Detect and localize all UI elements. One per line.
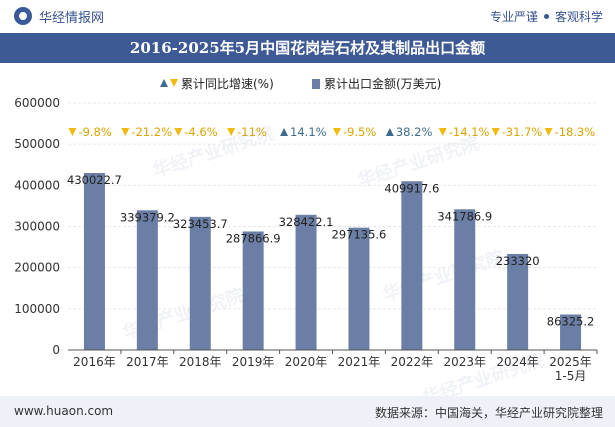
- x-tick-label: 2021年: [338, 355, 381, 369]
- y-tick-label: 100000: [14, 302, 60, 316]
- bar: [136, 210, 158, 350]
- growth-down-triangle-icon: [68, 128, 77, 136]
- legend-label-amount: 累计出口金额(万美元): [324, 76, 441, 91]
- legend-label-growth: 累计同比增速(%): [181, 77, 274, 91]
- footer-source: 数据来源：中国海关，华经产业研究院整理: [374, 406, 603, 420]
- footer-site-link[interactable]: www.huaon.com: [14, 404, 114, 418]
- bar-data-label: 297135.6: [332, 228, 387, 242]
- bar: [242, 231, 264, 350]
- bar: [507, 253, 529, 350]
- growth-down-triangle-icon: [332, 128, 341, 136]
- y-tick-label: 500000: [14, 137, 60, 151]
- x-tick-label: 2020年: [285, 355, 328, 369]
- x-tick-label: 2017年: [126, 355, 169, 369]
- bullet-dot-icon: [543, 14, 549, 19]
- bar-data-label: 328422.1: [279, 215, 334, 229]
- bar: [401, 181, 423, 350]
- growth-rate-label: -31.7%: [502, 125, 543, 139]
- footer: www.huaon.com 数据来源：中国海关，华经产业研究院整理: [0, 396, 615, 427]
- bar: [189, 216, 211, 350]
- bar-data-label: 341786.9: [437, 209, 492, 223]
- slogan-right: 客观科学: [554, 10, 603, 24]
- y-tick-label: 400000: [14, 178, 60, 192]
- title-bar: 2016-2025年5月中国花岗岩石材及其制品出口金额: [0, 33, 615, 63]
- x-tick-label: 1-5月: [555, 369, 587, 383]
- bar: [295, 214, 317, 350]
- slogan: 专业严谨 客观科学: [490, 8, 603, 25]
- growth-down-triangle-icon: [491, 128, 500, 136]
- x-tick-label: 2019年: [232, 355, 275, 369]
- growth-up-triangle-icon: [280, 128, 289, 136]
- y-tick-label: 300000: [14, 220, 60, 234]
- growth-rate-label: -18.3%: [555, 125, 596, 139]
- x-tick-label: 2024年: [496, 355, 539, 369]
- growth-rate-label: -4.6%: [184, 125, 217, 139]
- brand-name: 华经情报网: [39, 10, 105, 26]
- growth-rate-label: -21.2%: [131, 125, 172, 139]
- brand[interactable]: 华经情报网: [14, 7, 105, 26]
- bar: [560, 314, 582, 350]
- slogan-left: 专业严谨: [489, 10, 538, 24]
- y-tick-label: 200000: [14, 261, 60, 275]
- brand-logo-icon: [14, 7, 32, 25]
- x-tick-label: 2025年: [549, 355, 592, 369]
- growth-rate-label: -14.1%: [449, 125, 490, 139]
- top-bar: 华经情报网 专业严谨 客观科学: [0, 0, 615, 32]
- bar-data-label: 339379.2: [120, 210, 175, 224]
- bar-data-label: 233320: [496, 254, 540, 268]
- bar-data-label: 86325.2: [547, 314, 595, 328]
- legend-down-triangle-icon: [170, 79, 178, 87]
- bar-data-label: 323453.7: [173, 217, 228, 231]
- bar-data-label: 287866.9: [226, 231, 281, 245]
- bar-data-label: 409917.6: [384, 181, 439, 195]
- growth-rate-label: -9.8%: [78, 125, 111, 139]
- x-tick-label: 2023年: [443, 355, 486, 369]
- growth-down-triangle-icon: [174, 128, 183, 136]
- y-tick-label: 0: [52, 343, 60, 357]
- x-tick-label: 2016年: [73, 355, 116, 369]
- growth-down-triangle-icon: [121, 128, 130, 136]
- growth-down-triangle-icon: [227, 128, 236, 136]
- growth-up-triangle-icon: [385, 128, 394, 136]
- chart-title: 2016-2025年5月中国花岗岩石材及其制品出口金额: [129, 39, 486, 57]
- x-tick-label: 2022年: [391, 355, 434, 369]
- bar: [454, 209, 476, 350]
- legend-up-triangle-icon: [160, 79, 168, 87]
- x-tick-label: 2018年: [179, 355, 222, 369]
- bar-data-label: 430022.7: [67, 173, 122, 187]
- y-tick-label: 600000: [14, 96, 60, 110]
- legend-bar-swatch: [312, 79, 320, 89]
- growth-rate-label: -11%: [237, 125, 267, 139]
- bar: [83, 172, 105, 350]
- growth-rate-label: 38.2%: [396, 125, 433, 139]
- growth-rate-label: 14.1%: [290, 125, 327, 139]
- growth-down-triangle-icon: [438, 128, 447, 136]
- bar: [348, 227, 370, 350]
- growth-down-triangle-icon: [544, 128, 553, 136]
- growth-rate-label: -9.5%: [343, 125, 376, 139]
